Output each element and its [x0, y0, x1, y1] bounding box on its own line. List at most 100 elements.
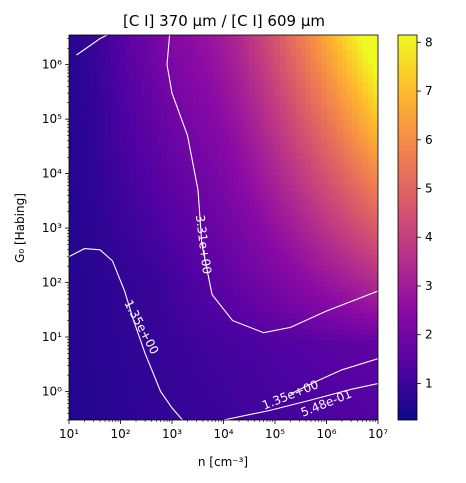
heatmap-cell: [326, 115, 333, 122]
heatmap-cell: [311, 339, 317, 346]
heatmap-cell: [290, 275, 297, 282]
heatmap-cell: [89, 371, 96, 378]
heatmap-cell: [331, 307, 338, 314]
heatmap-cell: [259, 291, 266, 298]
heatmap-cell: [238, 313, 245, 320]
heatmap-cell: [311, 355, 317, 362]
heatmap-cell: [197, 109, 204, 116]
heatmap-cell: [187, 345, 194, 352]
heatmap-cell: [166, 307, 173, 314]
heatmap-cell: [269, 56, 276, 63]
heatmap-cell: [218, 88, 225, 95]
heatmap-cell: [244, 157, 250, 164]
heatmap-cell: [352, 275, 358, 282]
heatmap-cell: [99, 366, 106, 373]
heatmap-cell: [105, 72, 111, 79]
heatmap-cell: [290, 56, 297, 63]
heatmap-cell: [79, 115, 86, 122]
heatmap-cell: [105, 259, 111, 266]
heatmap-cell: [120, 56, 127, 63]
heatmap-cell: [94, 382, 101, 389]
heatmap-cell: [115, 243, 122, 250]
heatmap-cell: [357, 366, 364, 373]
heatmap-cell: [130, 403, 137, 410]
heatmap-cell: [362, 125, 369, 132]
heatmap-cell: [120, 334, 127, 341]
heatmap-cell: [218, 366, 225, 373]
heatmap-cell: [208, 77, 214, 84]
heatmap-cell: [99, 190, 106, 197]
heatmap-cell: [357, 243, 364, 250]
heatmap-cell: [156, 275, 163, 282]
heatmap-cell: [285, 232, 292, 239]
heatmap-cell: [285, 286, 292, 293]
heatmap-cell: [172, 248, 178, 255]
heatmap-cell: [336, 157, 343, 164]
heatmap-cell: [321, 238, 328, 245]
heatmap-cell: [187, 200, 194, 207]
heatmap-cell: [141, 168, 147, 175]
heatmap-cell: [94, 254, 101, 261]
heatmap-cell: [202, 141, 209, 148]
heatmap-cell: [238, 120, 245, 127]
heatmap-cell: [74, 254, 80, 261]
heatmap-cell: [347, 297, 353, 303]
heatmap-cell: [79, 398, 86, 405]
heatmap-cell: [135, 280, 142, 287]
heatmap-cell: [254, 147, 261, 154]
heatmap-cell: [130, 243, 137, 250]
heatmap-cell: [192, 238, 199, 245]
heatmap-cell: [141, 409, 147, 416]
heatmap-cell: [223, 254, 230, 261]
heatmap-cell: [285, 195, 292, 202]
heatmap-cell: [115, 329, 122, 336]
heatmap-cell: [156, 232, 163, 239]
heatmap-cell: [218, 136, 225, 143]
heatmap-cell: [223, 264, 230, 271]
heatmap-cell: [89, 216, 96, 223]
heatmap-cell: [316, 398, 322, 405]
heatmap-cell: [259, 200, 266, 207]
heatmap-cell: [74, 334, 80, 341]
heatmap-cell: [202, 280, 209, 287]
heatmap-cell: [228, 115, 235, 122]
heatmap-cell: [362, 382, 369, 389]
heatmap-cell: [84, 323, 91, 330]
heatmap-cell: [372, 136, 378, 143]
heatmap-cell: [135, 371, 142, 378]
heatmap-cell: [311, 40, 317, 47]
heatmap-cell: [223, 195, 230, 202]
heatmap-cell: [367, 264, 374, 271]
heatmap-cell: [341, 291, 348, 298]
heatmap-cell: [238, 99, 245, 106]
heatmap-cell: [264, 125, 271, 132]
heatmap-cell: [177, 61, 183, 68]
heatmap-cell: [177, 109, 183, 116]
heatmap-cell: [362, 141, 369, 148]
heatmap-cell: [316, 115, 322, 122]
heatmap-cell: [84, 141, 91, 148]
heatmap-cell: [99, 254, 106, 261]
heatmap-cell: [125, 77, 132, 84]
heatmap-cell: [372, 232, 378, 239]
heatmap-cell: [372, 152, 378, 159]
heatmap-cell: [74, 67, 80, 74]
heatmap-cell: [223, 83, 230, 90]
heatmap-cell: [115, 51, 122, 57]
heatmap-cell: [197, 286, 204, 293]
heatmap-cell: [238, 339, 245, 346]
heatmap-cell: [372, 254, 378, 261]
heatmap-cell: [295, 329, 302, 336]
heatmap-cell: [233, 190, 240, 197]
heatmap-cell: [233, 174, 240, 180]
heatmap-cell: [182, 382, 189, 389]
heatmap-cell: [208, 190, 214, 197]
heatmap-cell: [192, 382, 199, 389]
heatmap-cell: [202, 45, 209, 52]
heatmap-cell: [151, 184, 158, 191]
heatmap-cell: [135, 222, 142, 229]
heatmap-cell: [290, 371, 297, 378]
heatmap-cell: [110, 157, 116, 164]
heatmap-cell: [146, 179, 152, 186]
heatmap-cell: [244, 35, 250, 41]
